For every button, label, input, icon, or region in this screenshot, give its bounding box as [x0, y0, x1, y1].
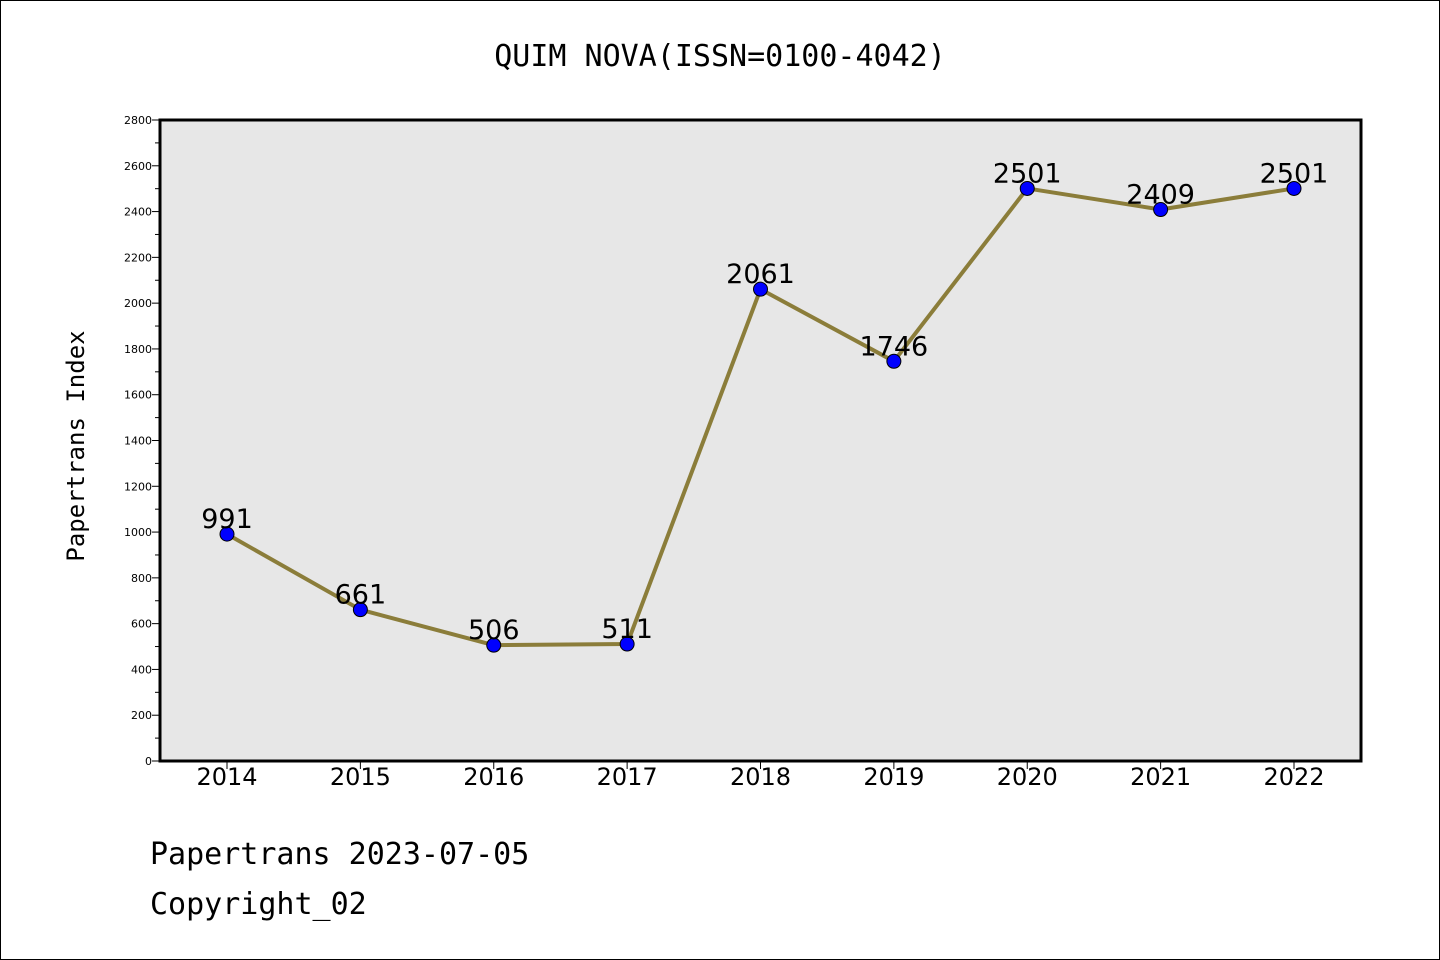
y-tick-label: 400: [131, 663, 152, 676]
x-tick-label: 2022: [1263, 763, 1324, 791]
x-tick-label: 2019: [863, 763, 924, 791]
x-tick-label: 2016: [463, 763, 524, 791]
x-tick-label: 2014: [196, 763, 257, 791]
x-tick-label: 2017: [597, 763, 658, 791]
y-tick-label: 1800: [124, 343, 152, 356]
data-label: 661: [335, 580, 387, 611]
x-tick-label: 2015: [330, 763, 391, 791]
y-tick-label: 800: [131, 572, 152, 585]
data-point: [1153, 202, 1169, 218]
data-point: [219, 526, 235, 542]
data-label: 2409: [1126, 180, 1195, 211]
x-tick-label: 2020: [997, 763, 1058, 791]
data-label: 2061: [726, 259, 795, 290]
y-tick-label: 2600: [124, 160, 152, 173]
y-tick-label: 0: [145, 755, 152, 768]
x-tick-label: 2021: [1130, 763, 1191, 791]
data-point: [1019, 180, 1035, 196]
data-label: 1746: [860, 331, 929, 362]
data-label: 511: [601, 614, 653, 645]
data-label: 2501: [1260, 158, 1329, 189]
data-point: [753, 281, 768, 297]
x-axis: 2014 2015 2016 2017 2018 2019 2020 2021 2022: [196, 761, 1325, 791]
y-tick-label: 2800: [124, 114, 152, 127]
y-tick-label: 1400: [124, 435, 152, 448]
chart-title: QUIM NOVA(ISSN=0100-4042): [494, 39, 946, 74]
y-tick-label: 200: [131, 709, 152, 722]
y-tick-label: 2200: [124, 251, 152, 264]
data-label: 991: [201, 504, 253, 535]
series-layer: 991 661 506 511 2061 1746 2501 2409 2501: [201, 158, 1329, 653]
footer-date: Papertrans 2023-07-05: [150, 837, 529, 872]
data-point: [352, 602, 368, 618]
data-point: [1286, 180, 1302, 196]
y-tick-label: 2000: [124, 297, 152, 310]
x-tick-label: 2018: [730, 763, 791, 791]
y-tick-label: 1600: [124, 389, 152, 402]
y-tick-label: 1000: [124, 526, 152, 539]
data-label: 506: [468, 615, 520, 646]
y-tick-label: 2400: [124, 206, 152, 219]
y-tick-label: 1200: [124, 480, 152, 493]
y-axis-label: Papertrans Index: [62, 330, 90, 561]
data-point: [886, 353, 902, 369]
footer-copyright: Copyright_02: [150, 887, 367, 922]
y-axis: 0 200 400 600 800 1000 1200 1400 1600 1800 2000 220…: [124, 114, 160, 768]
plot-area: [158, 118, 1363, 763]
data-label: 2501: [993, 158, 1062, 189]
data-point: [619, 636, 635, 652]
data-point: [486, 637, 502, 653]
y-tick-label: 600: [131, 618, 152, 631]
